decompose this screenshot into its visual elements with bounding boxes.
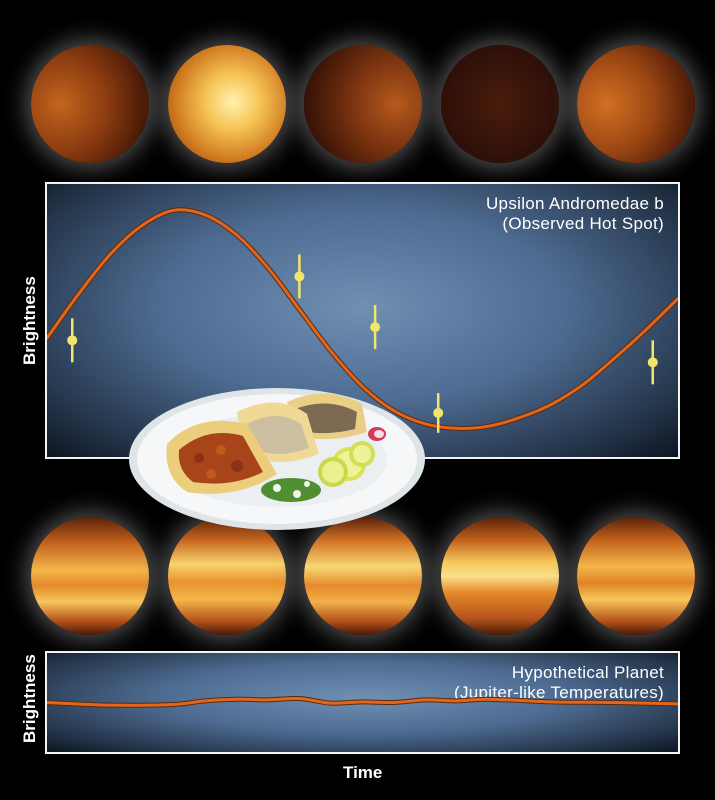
hot-spot-chart-ylabel: Brightness [20,276,39,365]
hot-spot-chart-svg [47,207,678,433]
time-axis-label: Time [343,763,383,782]
jupiter-like-3 [304,517,422,635]
planet-phase-1 [31,45,149,163]
jupiter-like-chart-ylabel: Brightness [20,654,39,743]
hot-spot-curve [47,208,678,430]
jupiter-like-4 [441,517,559,635]
jupiter-like-chart-svg [47,695,678,708]
hot-spot-data-point [294,271,305,282]
hot-spot-data-point [433,407,444,418]
jupiter-like-chart-title-block: Hypothetical Planet (Jupiter-like Temper… [454,663,664,703]
planet-phase-2 [168,45,286,163]
jupiter-like-2 [168,517,286,635]
hot-spot-chart-subtitle: (Observed Hot Spot) [502,214,664,233]
hot-spot-chart-title: Upsilon Andromedae b [485,194,664,213]
planet-phase-5 [577,45,695,163]
jupiter-like-chart-title: Hypothetical Planet [511,663,664,682]
jupiter-like-chart-panel: Hypothetical Planet (Jupiter-like Temper… [45,651,680,754]
hot-spot-data-point [647,357,658,368]
jupiter-like-curve [47,696,678,707]
jupiter-like-chart-subtitle: (Jupiter-like Temperatures) [454,683,664,702]
hot-spot-data-point [67,335,78,346]
hot-spot-chart-title-block: Upsilon Andromedae b (Observed Hot Spot) [486,194,664,234]
hot-spot-data-point [370,322,381,333]
jupiter-like-5 [577,517,695,635]
jupiter-like-1 [31,517,149,635]
planet-phase-4 [441,45,559,163]
planet-phase-3 [304,45,422,163]
tacos-plate-image [129,388,425,530]
